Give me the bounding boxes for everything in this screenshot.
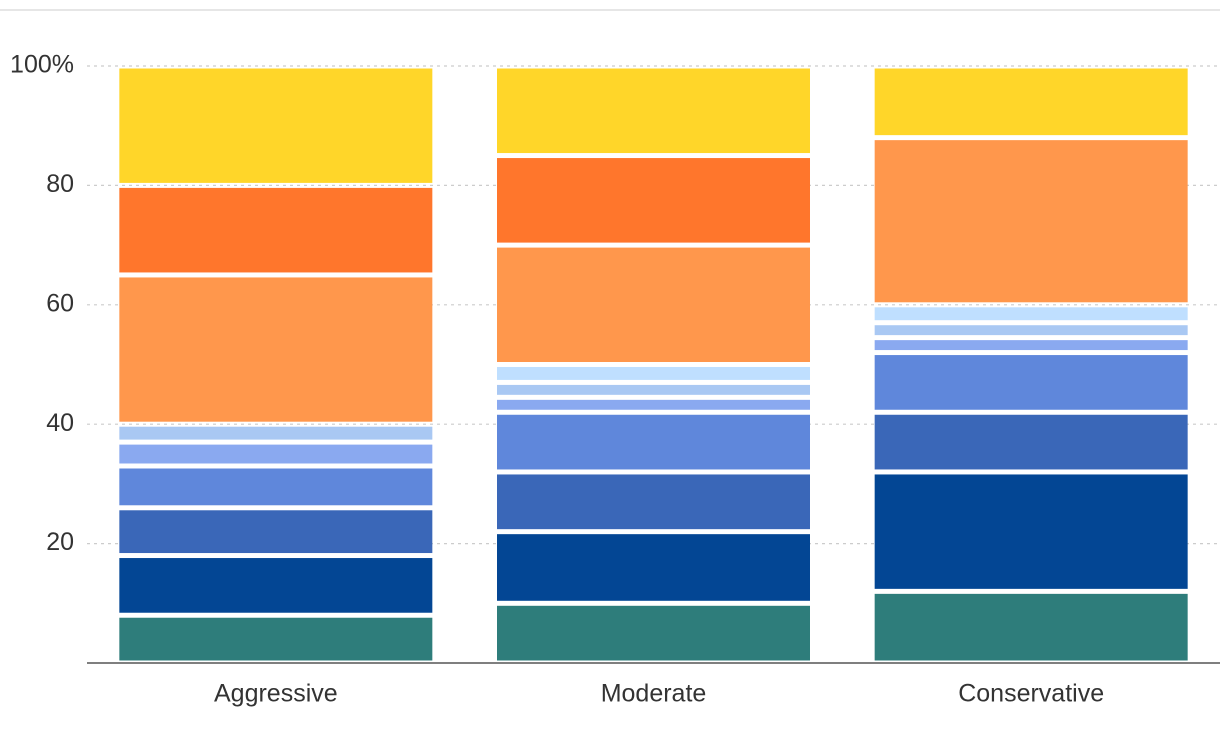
bar-segment [497, 534, 810, 601]
bar-segment [119, 468, 433, 506]
bar-segment [497, 367, 810, 380]
x-tick-label: Conservative [958, 680, 1104, 708]
bar-segment [119, 558, 433, 613]
bar-segment [874, 474, 1188, 589]
x-tick-label: Aggressive [214, 680, 338, 708]
bar-segment [119, 68, 433, 183]
bar-segment [874, 68, 1188, 136]
bar-segment [497, 605, 810, 661]
x-tick-label: Moderate [601, 680, 707, 708]
bar-segment [119, 187, 433, 273]
bar-segment [119, 617, 433, 661]
y-tick-label: 60 [46, 289, 74, 317]
bar-segment [874, 140, 1188, 303]
bar-segment [874, 307, 1188, 321]
y-tick-label: 100% [10, 51, 74, 79]
bar-segment [119, 510, 433, 554]
bar-segment [119, 444, 433, 464]
bar-segment [119, 426, 433, 440]
y-tick-label: 40 [46, 409, 74, 437]
bar-segment [874, 340, 1188, 351]
bar-segment [497, 68, 810, 154]
bar-segment [497, 474, 810, 530]
bar-segment [119, 277, 433, 422]
y-tick-label: 80 [46, 170, 74, 198]
bar-segment [497, 414, 810, 470]
bar-segment [874, 355, 1188, 410]
bar-segment [497, 158, 810, 243]
bar-segment [497, 247, 810, 362]
bar-segment [874, 414, 1188, 470]
y-tick-label: 20 [46, 528, 74, 556]
bar-segment [497, 384, 810, 395]
bar-segment [874, 325, 1188, 336]
bar-segment [497, 399, 810, 410]
bar-segment [874, 593, 1188, 661]
